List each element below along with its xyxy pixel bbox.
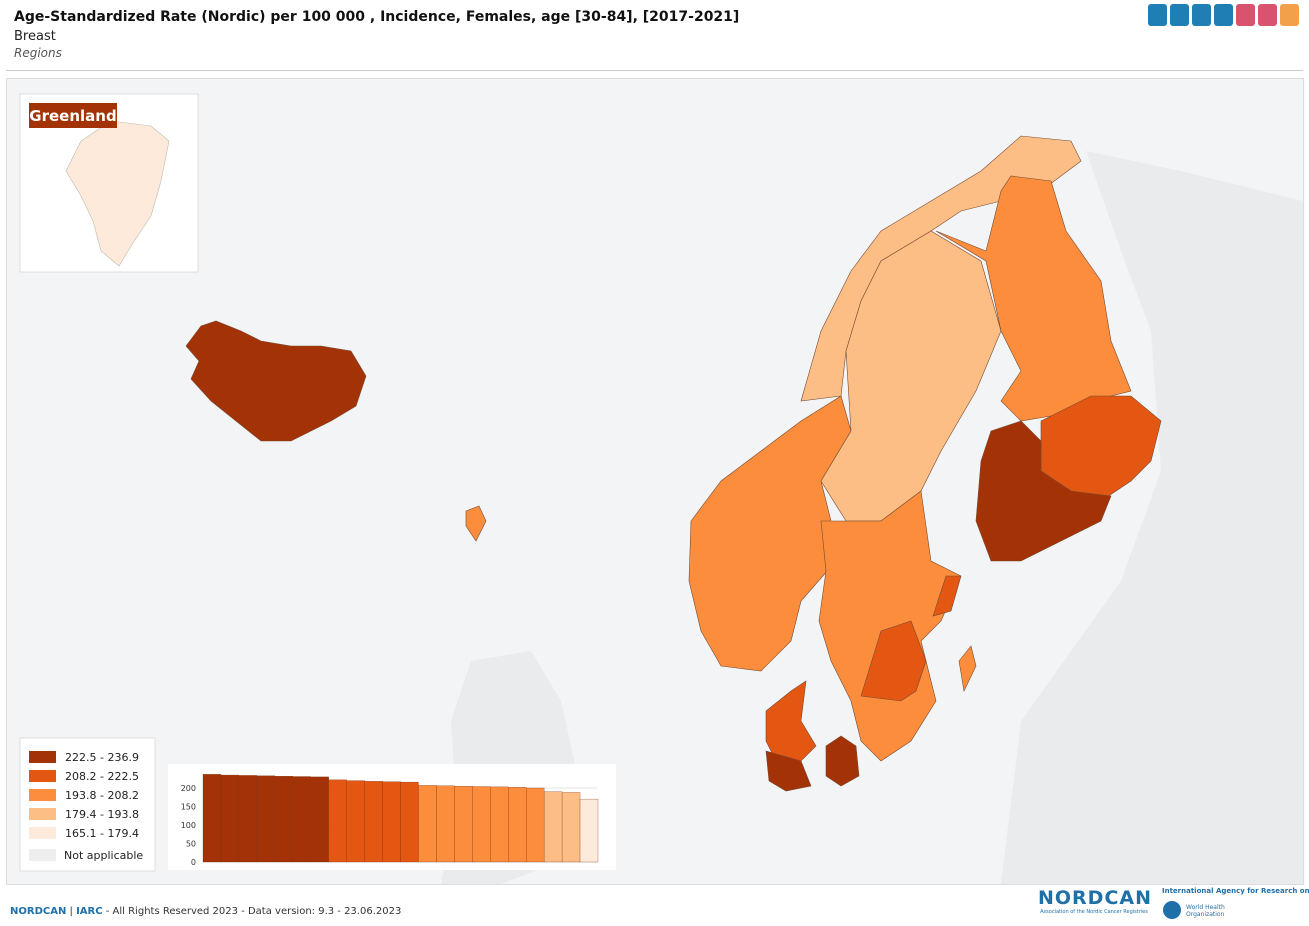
- share-link[interactable]: [1280, 4, 1299, 26]
- bar: [418, 785, 437, 863]
- map: Greenland 222.5 - 236.9 208.2 - 222.5 193.…: [19, 93, 1303, 884]
- bar: [292, 776, 311, 863]
- export-pdf[interactable]: [1170, 4, 1189, 26]
- bar: [472, 786, 491, 863]
- bar: [508, 787, 527, 863]
- denmark-jutland: [765, 680, 817, 762]
- nordcan-logo-sub: Association of the Nordic Cancer Registr…: [1040, 909, 1148, 915]
- finland-south: [975, 420, 1112, 562]
- legend-swatch: [29, 827, 56, 839]
- legend-label: Not applicable: [64, 849, 143, 862]
- legend-swatch: [29, 751, 56, 763]
- bar: [238, 775, 258, 863]
- legend-label: 193.8 - 208.2: [65, 789, 139, 802]
- bar: [364, 781, 383, 863]
- bar: [579, 798, 599, 863]
- y-tick-label: 200: [181, 784, 196, 793]
- bar: [490, 786, 509, 863]
- legend-swatch: [29, 849, 56, 861]
- export-png[interactable]: [1148, 4, 1167, 26]
- footer-brand: NORDCAN: [10, 906, 67, 917]
- legend-label: 165.1 - 179.4: [65, 827, 139, 840]
- legend-label: 208.2 - 222.5: [65, 770, 139, 783]
- title: Age-Standardized Rate (Nordic) per 100 0…: [14, 9, 740, 25]
- y-tick-label: 150: [181, 803, 196, 812]
- bar: [256, 775, 275, 863]
- y-tick-label: 0: [191, 858, 196, 867]
- denmark-zealand: [825, 735, 860, 787]
- background-land: [1001, 151, 1303, 884]
- bar: [220, 774, 240, 863]
- denmark-south: [765, 750, 812, 792]
- export-csv[interactable]: [1236, 4, 1255, 26]
- bar: [310, 776, 329, 863]
- legend-swatch: [29, 808, 56, 820]
- bar: [382, 781, 401, 863]
- bar: [328, 779, 347, 863]
- inset-label: Greenland: [29, 107, 116, 125]
- legend-label: 179.4 - 193.8: [65, 808, 139, 821]
- toolbar: [1148, 4, 1299, 26]
- who-line: Organization: [1186, 911, 1225, 918]
- footer-text: - All Rights Reserved 2023 - Data versio…: [105, 906, 402, 917]
- export-xls[interactable]: [1258, 4, 1277, 26]
- finland-north: [935, 175, 1132, 422]
- iceland: [185, 320, 367, 442]
- map-panel: Greenland 222.5 - 236.9 208.2 - 222.5 193.…: [6, 78, 1304, 885]
- footer-iarc: IARC: [76, 906, 103, 917]
- bar: [561, 792, 581, 863]
- legend-swatch: [29, 770, 56, 782]
- export-html[interactable]: [1214, 4, 1233, 26]
- who-logo: World Health Organization: [1186, 904, 1225, 918]
- bar: [274, 776, 293, 863]
- bar: [543, 791, 563, 863]
- gotland: [958, 645, 977, 692]
- y-tick-label: 50: [186, 840, 196, 849]
- nordcan-logo-text: NORDCAN: [1038, 887, 1153, 909]
- sweden-south: [818, 490, 962, 762]
- sweden-east: [932, 575, 962, 617]
- sweden-southeast: [860, 620, 927, 702]
- export-ppt[interactable]: [1192, 4, 1211, 26]
- y-tick-label: 100: [181, 821, 196, 830]
- legend-swatch: [29, 789, 56, 801]
- bar: [436, 785, 455, 863]
- faroe-islands: [465, 505, 487, 542]
- who-emblem: [1163, 901, 1181, 919]
- legend-label: 222.5 - 236.9: [65, 751, 139, 764]
- bar: [346, 780, 365, 863]
- divider: [6, 70, 1303, 71]
- footer: NORDCAN | IARC - All Rights Reserved 202…: [10, 906, 402, 917]
- iarc-logo: International Agency for Research on Can…: [1162, 887, 1309, 895]
- regions-label: Regions: [14, 46, 62, 60]
- greenland: [65, 120, 170, 267]
- bar: [526, 787, 545, 863]
- inset-label-bg: [29, 103, 117, 128]
- nordcan-logo: NORDCAN Association of the Nordic Cancer…: [1038, 887, 1153, 915]
- subtitle: Breast: [14, 29, 56, 44]
- sweden-north: [820, 230, 1002, 522]
- who-line: World Health: [1186, 904, 1225, 911]
- bar: [454, 786, 473, 863]
- bar: [400, 781, 419, 863]
- bar: [202, 774, 222, 863]
